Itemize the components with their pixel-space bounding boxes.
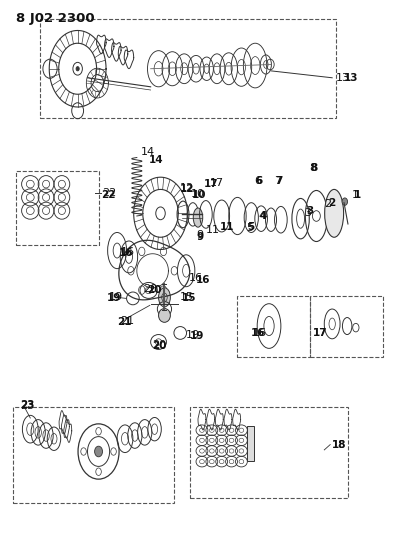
Bar <box>310 296 383 357</box>
Ellipse shape <box>325 189 344 237</box>
Text: 16: 16 <box>189 273 203 283</box>
Text: 1: 1 <box>354 190 361 200</box>
Text: 15: 15 <box>180 292 194 302</box>
Text: 20: 20 <box>152 341 167 351</box>
Text: 17: 17 <box>210 177 224 188</box>
Bar <box>248 426 254 461</box>
Text: 1: 1 <box>352 190 359 200</box>
Text: 17: 17 <box>204 179 219 189</box>
Text: 18: 18 <box>332 440 346 450</box>
Text: 16: 16 <box>251 328 266 338</box>
Ellipse shape <box>158 288 170 307</box>
Text: 5: 5 <box>246 223 253 233</box>
Bar <box>190 407 348 498</box>
Text: 13: 13 <box>336 73 350 83</box>
Text: 10: 10 <box>191 189 205 199</box>
Text: 2: 2 <box>328 198 335 208</box>
Text: 7: 7 <box>274 176 281 187</box>
Text: 17: 17 <box>313 328 327 338</box>
Bar <box>13 407 174 503</box>
Text: 20: 20 <box>152 340 167 350</box>
Text: 6: 6 <box>255 176 263 187</box>
Text: 4: 4 <box>259 211 267 221</box>
Text: 21: 21 <box>117 317 131 327</box>
Text: 16: 16 <box>196 275 211 285</box>
Ellipse shape <box>158 309 170 322</box>
Text: 22: 22 <box>103 188 117 198</box>
Text: 16: 16 <box>121 247 135 256</box>
Text: 11: 11 <box>206 225 220 236</box>
Circle shape <box>342 198 348 205</box>
Text: 19: 19 <box>107 293 122 303</box>
Text: 23: 23 <box>20 401 34 411</box>
Text: 15: 15 <box>182 293 197 303</box>
Ellipse shape <box>193 208 203 227</box>
Text: 20: 20 <box>143 284 158 294</box>
Text: 8: 8 <box>309 163 316 173</box>
Text: 21: 21 <box>120 316 134 326</box>
Text: 11: 11 <box>220 222 234 232</box>
Text: 3: 3 <box>307 206 314 216</box>
Bar <box>40 19 336 118</box>
Text: 13: 13 <box>344 73 358 83</box>
Text: 17: 17 <box>312 328 327 338</box>
Circle shape <box>95 446 103 457</box>
Bar <box>17 171 99 245</box>
Text: 8: 8 <box>310 163 318 173</box>
Text: 4: 4 <box>258 211 265 221</box>
Text: 2: 2 <box>324 199 331 209</box>
Text: 7: 7 <box>275 176 282 187</box>
Text: 14: 14 <box>148 155 163 165</box>
Text: 3: 3 <box>305 208 312 219</box>
Text: 9: 9 <box>196 230 203 240</box>
Text: 12: 12 <box>180 183 194 193</box>
Circle shape <box>76 67 79 71</box>
Text: 18: 18 <box>332 440 346 450</box>
Text: 16: 16 <box>253 328 267 338</box>
Text: 23: 23 <box>21 400 35 410</box>
Text: 9: 9 <box>196 232 203 243</box>
Text: 6: 6 <box>254 176 261 187</box>
Text: 16: 16 <box>119 248 133 258</box>
Text: 10: 10 <box>192 190 207 200</box>
Text: 19: 19 <box>190 330 204 341</box>
Text: 22: 22 <box>101 190 116 200</box>
Text: 12: 12 <box>180 184 195 195</box>
Text: 20: 20 <box>147 286 161 295</box>
Text: 19: 19 <box>109 292 123 302</box>
Text: 8 J02 2300: 8 J02 2300 <box>17 12 95 26</box>
Text: 19: 19 <box>185 329 200 340</box>
Text: 14: 14 <box>141 147 155 157</box>
Text: 5: 5 <box>248 222 255 232</box>
Bar <box>238 296 310 357</box>
